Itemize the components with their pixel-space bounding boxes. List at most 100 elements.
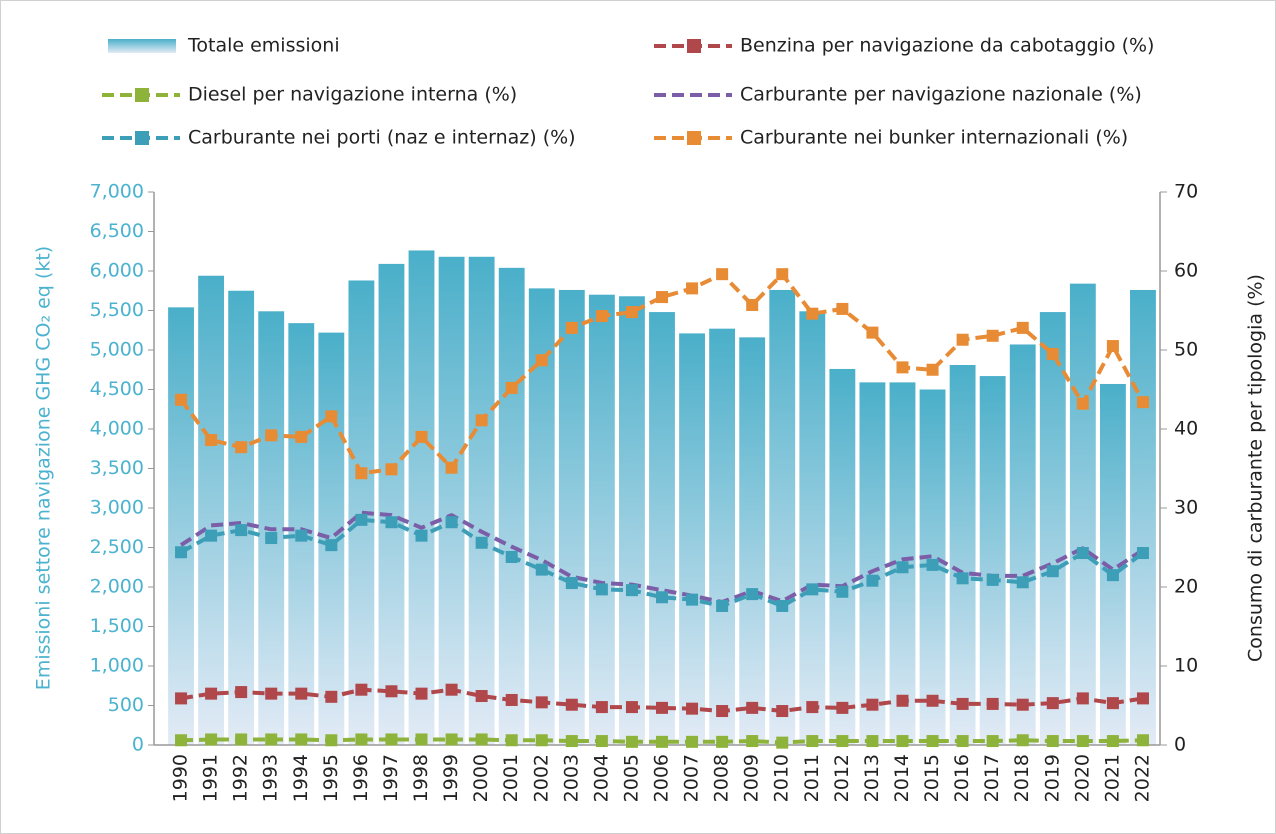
marker [355, 467, 368, 480]
marker [355, 733, 368, 746]
marker [205, 687, 218, 700]
marker [475, 733, 488, 746]
x-tick-label: 2007 [681, 754, 703, 802]
marker [445, 516, 458, 529]
marker [656, 735, 668, 748]
bar [769, 289, 796, 745]
bar [1069, 283, 1096, 745]
marker [926, 694, 939, 707]
marker [866, 698, 879, 711]
marker [746, 298, 759, 311]
x-tick-label: 1999 [440, 754, 462, 802]
y-tick-label: 3,000 [90, 497, 144, 519]
marker [1136, 734, 1149, 747]
marker [1106, 697, 1119, 710]
marker [445, 461, 458, 474]
marker [1016, 734, 1029, 747]
bar [588, 294, 615, 745]
x-tick-label: 1995 [320, 754, 342, 802]
marker [686, 702, 699, 715]
marker [986, 697, 999, 710]
marker [565, 735, 578, 748]
marker [415, 529, 428, 542]
marker [806, 701, 819, 714]
marker [776, 268, 789, 281]
y2-tick-label: 0 [1174, 734, 1186, 756]
marker [625, 306, 638, 319]
y-tick-label: 2,000 [90, 576, 144, 598]
marker [295, 430, 308, 443]
marker [1046, 565, 1059, 578]
marker [475, 414, 488, 427]
marker [806, 307, 819, 320]
marker [205, 733, 218, 746]
marker [866, 735, 879, 748]
marker [716, 599, 729, 612]
marker [836, 585, 849, 598]
marker [776, 736, 789, 749]
x-tick-label: 2015 [921, 754, 943, 802]
x-tick-label: 2004 [590, 754, 612, 802]
marker [716, 705, 729, 718]
marker [836, 302, 849, 315]
bar [859, 382, 886, 745]
marker [595, 701, 608, 714]
marker [325, 410, 338, 423]
marker [325, 734, 338, 747]
marker [265, 429, 278, 442]
y-tick-label: 6,000 [90, 260, 144, 282]
y-tick-label: 1,000 [90, 655, 144, 677]
x-tick-label: 2021 [1101, 754, 1123, 802]
marker [1046, 735, 1059, 748]
x-tick-label: 2020 [1071, 754, 1093, 802]
y2-axis-title: Consumo di carburante per tipologia (%) [1245, 274, 1267, 662]
y2-tick-label: 30 [1174, 497, 1198, 519]
marker [746, 701, 759, 714]
y-tick-label: 3,500 [90, 457, 144, 479]
marker [535, 354, 548, 367]
bar [649, 312, 675, 745]
marker [415, 687, 428, 700]
bar [739, 337, 766, 745]
marker [656, 591, 668, 604]
marker [445, 733, 458, 746]
bar [1009, 344, 1036, 745]
x-tick-label: 2012 [831, 754, 853, 802]
marker [625, 584, 638, 597]
x-tick-label: 2022 [1131, 754, 1153, 802]
marker [565, 577, 578, 590]
x-tick-label: 1998 [410, 754, 432, 802]
marker [535, 563, 548, 576]
legend-label: Carburante nei porti (naz e internaz) (%… [188, 127, 576, 149]
bar [498, 267, 525, 745]
marker [1076, 692, 1089, 705]
bar [558, 289, 585, 745]
legend-label: Carburante nei bunker internazionali (%) [740, 127, 1128, 149]
marker [1076, 735, 1089, 748]
marker [926, 363, 939, 376]
marker [445, 683, 458, 696]
legend-key-marker [135, 88, 149, 102]
marker [776, 705, 789, 718]
marker [175, 393, 188, 406]
marker [235, 733, 248, 746]
bar [979, 376, 1006, 745]
marker [1076, 397, 1089, 410]
bar [168, 307, 194, 745]
marker [595, 310, 608, 323]
x-tick-label: 2002 [530, 754, 552, 802]
marker [896, 561, 909, 574]
x-tick-label: 1997 [380, 754, 402, 802]
marker [595, 735, 608, 748]
marker [295, 733, 308, 746]
x-tick-label: 2011 [801, 754, 823, 802]
y2-tick-label: 70 [1174, 181, 1198, 203]
x-tick-label: 2000 [470, 754, 492, 802]
x-tick-label: 1994 [290, 754, 312, 802]
x-tick-label: 1992 [230, 754, 252, 802]
marker [656, 701, 668, 714]
x-tick-label: 1990 [170, 754, 192, 802]
line [180, 737, 1144, 745]
marker [836, 701, 849, 714]
